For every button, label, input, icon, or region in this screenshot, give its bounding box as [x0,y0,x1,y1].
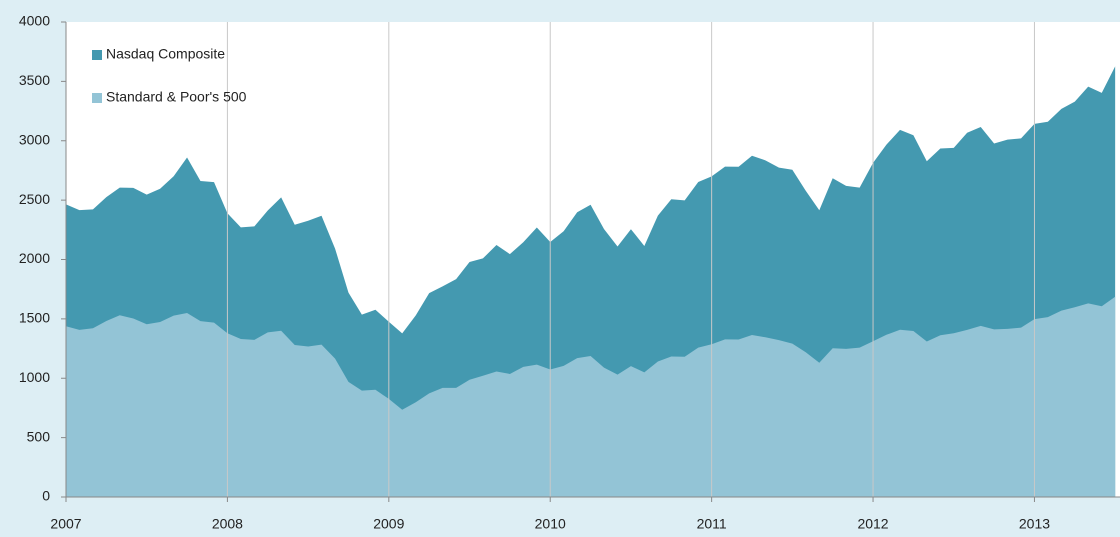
x-tick-label: 2011 [697,516,727,532]
x-tick-label: 2008 [212,516,243,532]
x-tick-label: 2010 [535,516,566,532]
y-tick-label: 0 [42,488,50,504]
legend-swatch [92,93,102,103]
y-tick-label: 500 [27,428,51,444]
legend-label: Standard & Poor's 500 [106,89,247,105]
y-tick-label: 1000 [19,369,50,385]
legend-label: Nasdaq Composite [106,46,225,62]
y-tick-label: 4000 [19,13,50,29]
y-tick-label: 1500 [19,310,50,326]
x-tick-label: 2012 [857,516,888,532]
x-tick-label: 2009 [373,516,404,532]
y-tick-label: 3500 [19,72,50,88]
x-tick-label: 2013 [1019,516,1050,532]
area [66,296,1116,497]
y-tick-label: 3000 [19,131,50,147]
y-tick-label: 2500 [19,191,50,207]
legend-swatch [92,50,102,60]
y-tick-label: 2000 [19,250,50,266]
x-tick-label: 2007 [50,516,81,532]
